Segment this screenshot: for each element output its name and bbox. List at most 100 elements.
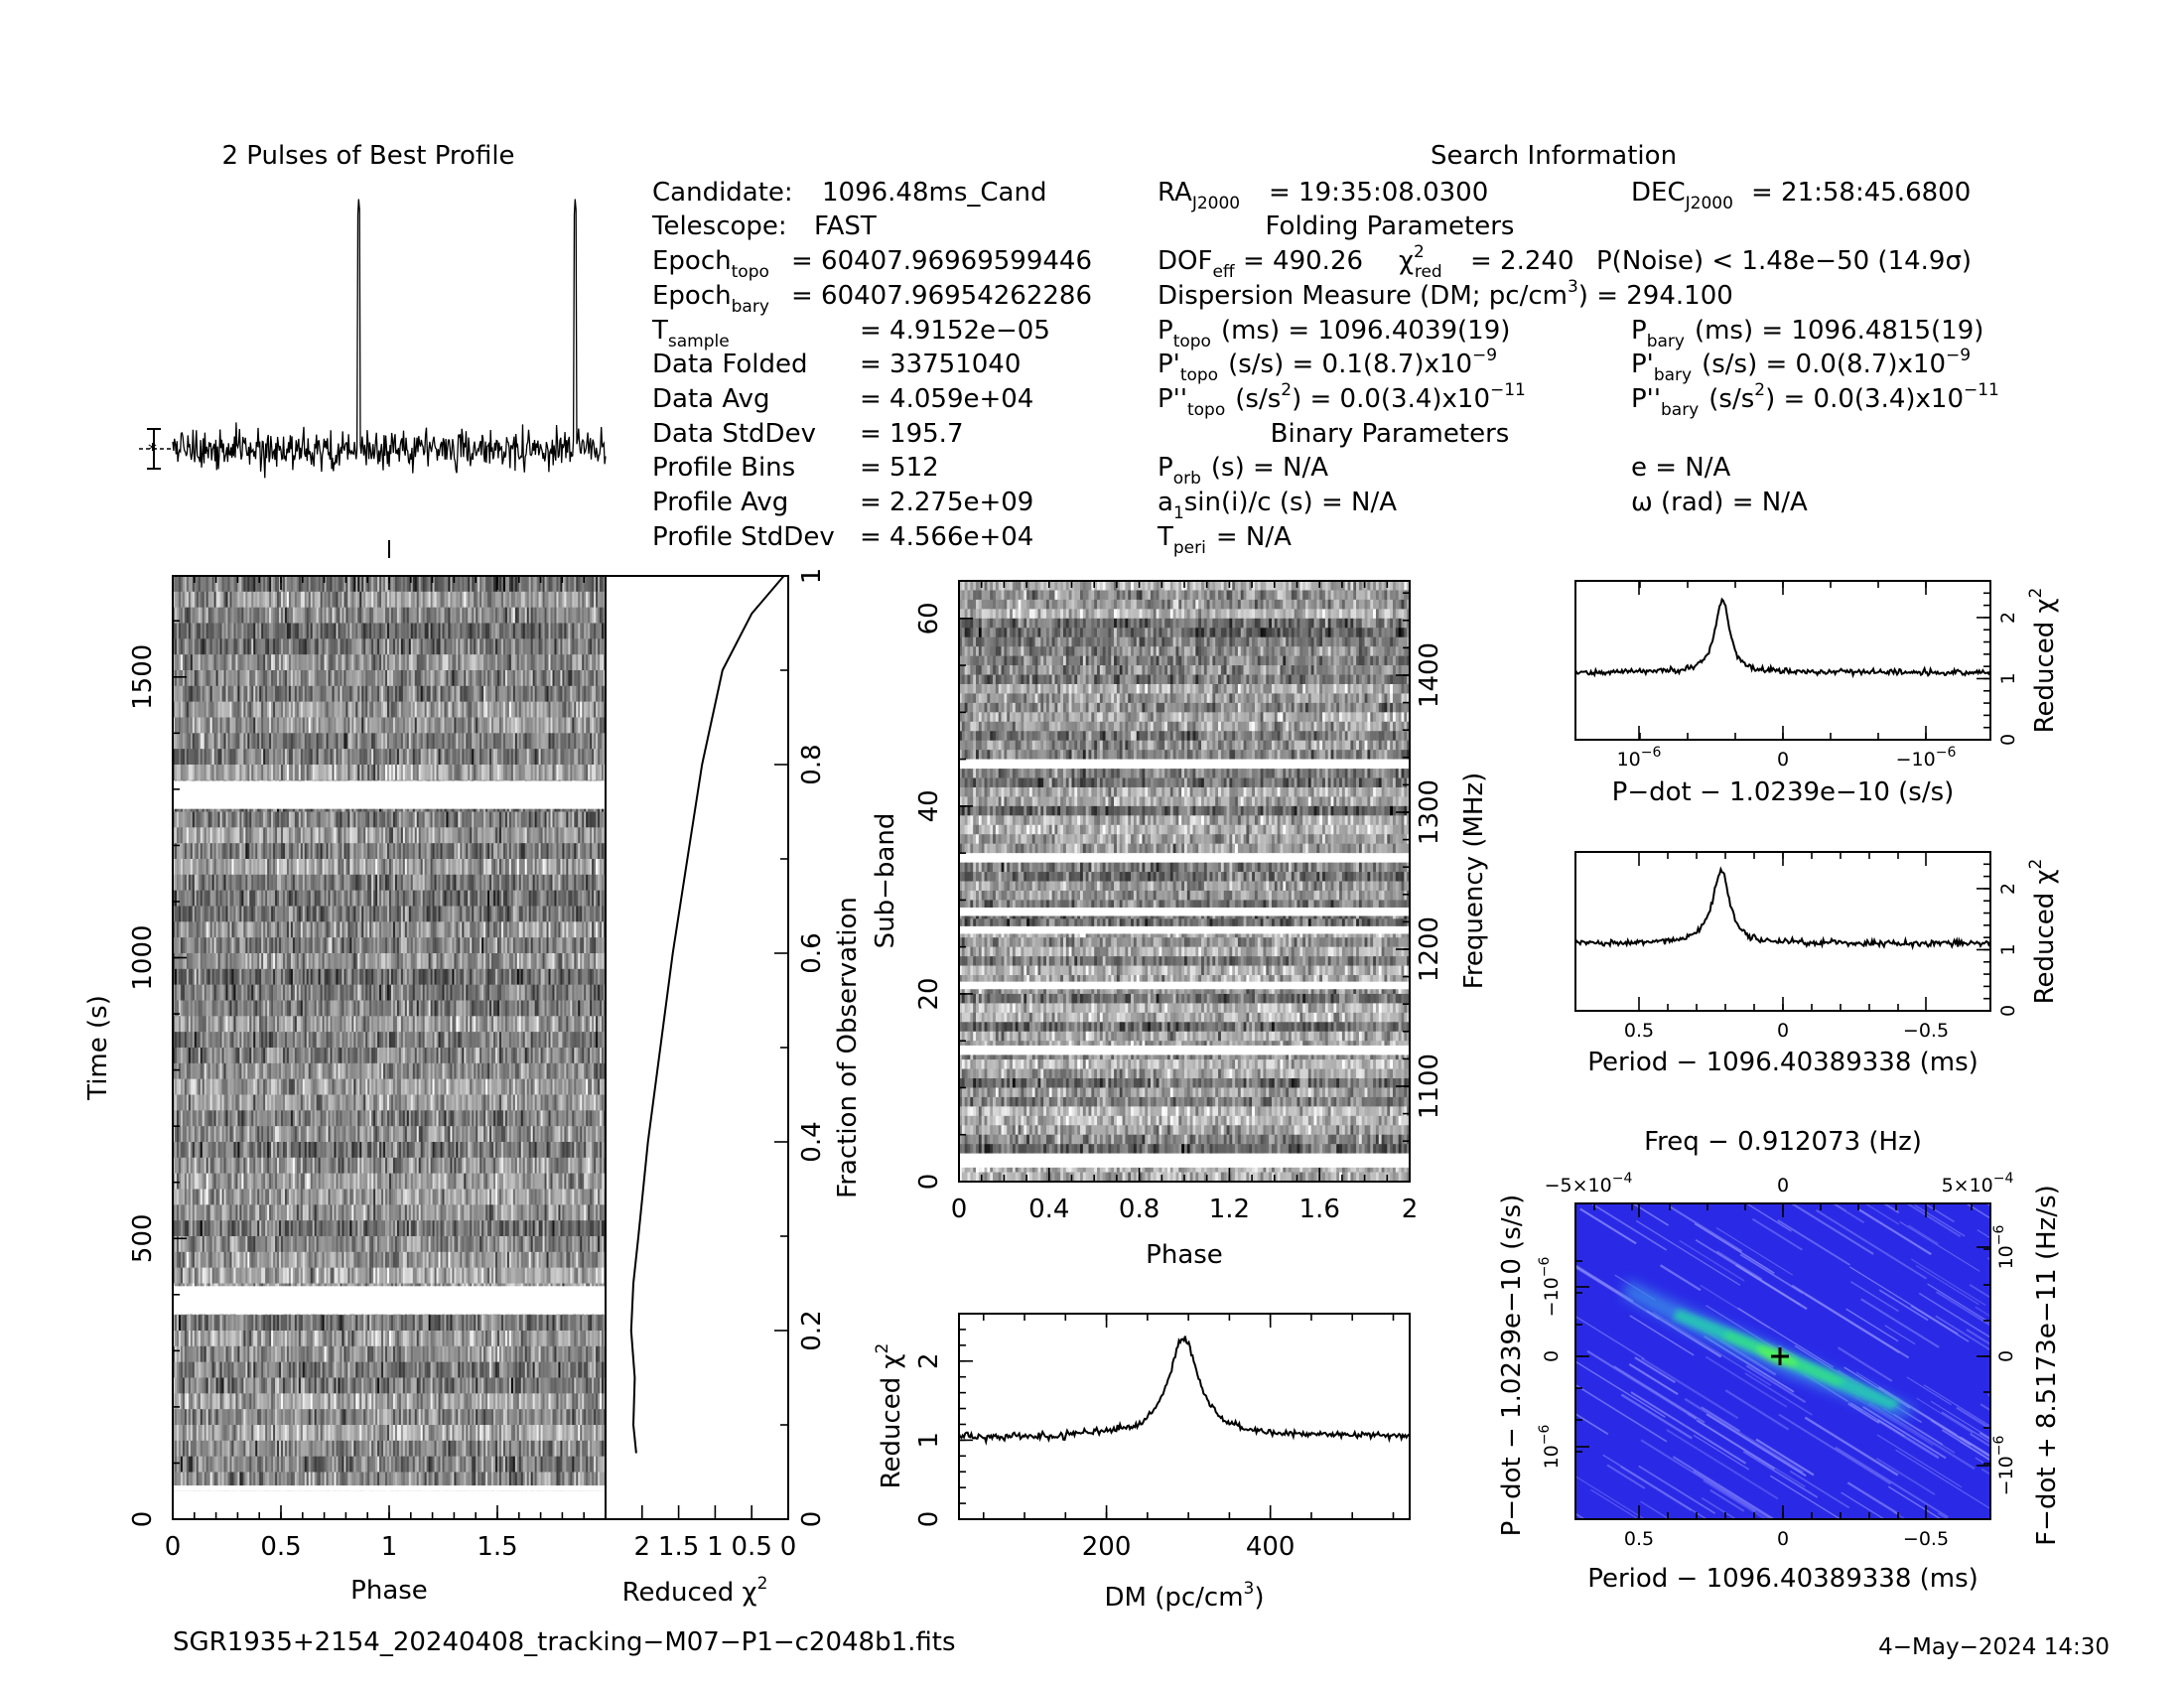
pixel [546,717,549,734]
pixel [292,859,296,876]
pixel [432,654,435,671]
pixel [338,811,341,828]
pixel [178,607,182,624]
pixel [428,654,431,671]
pixel [383,654,386,671]
pixel [249,811,252,828]
pixel [375,906,378,922]
pixel [436,576,439,593]
pixel [426,701,429,718]
pixel [491,623,494,639]
pixel [257,685,260,702]
pixel [389,638,392,655]
pixel [396,906,400,922]
pixel [229,859,232,876]
pixel [316,859,319,876]
pixel [504,874,508,891]
pixel [190,874,194,891]
pixel [442,654,445,671]
pixel [225,701,228,718]
pixel [229,685,232,702]
pixel [404,654,408,671]
pixel [261,733,264,750]
pixel [205,623,208,639]
pixel [495,576,498,593]
pixel [508,638,512,655]
pixel [326,874,329,891]
pixel [566,670,569,687]
pixel [367,906,370,922]
pixel [281,654,284,671]
pixel [596,811,599,828]
pixel [300,654,304,671]
pixel [186,623,190,639]
pixel [544,685,547,702]
pixel [365,685,368,702]
pixel [574,701,577,718]
pixel [198,859,202,876]
pixel [504,733,508,750]
pixel [271,843,274,860]
pixel [582,733,585,750]
pixel [200,749,204,766]
pixel [474,670,477,687]
pixel [338,701,341,718]
pixel [522,859,526,876]
pixel [408,859,412,876]
pixel [320,890,323,907]
pixel [500,576,504,593]
pixel [253,670,256,687]
pixel [442,733,445,750]
pixel [522,638,526,655]
pixel [470,749,473,766]
pixel [290,701,294,718]
pixel [279,874,282,891]
pixel [345,921,348,938]
pixel [432,670,435,687]
pixel [528,811,531,828]
pixel [390,733,394,750]
pixel [408,654,412,671]
pixel [546,890,549,907]
pixel [594,576,597,593]
pixel [225,670,228,687]
pixel [550,638,553,655]
pixel [422,811,425,828]
pixel [542,765,545,781]
pixel [576,607,579,624]
pixel [572,843,575,860]
pixel [497,765,500,781]
pixel [249,827,252,844]
pixel [424,654,427,671]
pixel [385,670,388,687]
pixel [259,765,262,781]
pixel [186,638,190,655]
pixel [518,733,522,750]
pixel [219,576,222,593]
pixel [394,654,398,671]
pixel [497,670,500,687]
pixel [205,749,208,766]
pixel [446,670,449,687]
pixel [336,843,339,860]
pixel [474,906,477,922]
pixel [298,874,302,891]
pixel [518,765,522,781]
pixel [487,654,490,671]
pixel [341,874,344,891]
pixel [279,843,282,860]
pixel [592,717,595,734]
pixel [460,765,463,781]
pixel [353,654,356,671]
pixel [544,765,547,781]
pixel [194,701,198,718]
pixel [560,874,563,891]
pixel [572,638,575,655]
pixel [489,654,492,671]
pixel [452,685,455,702]
pixel [243,843,246,860]
pixel [178,654,182,671]
pixel [306,733,310,750]
pixel [534,906,537,922]
pixel [560,859,563,876]
